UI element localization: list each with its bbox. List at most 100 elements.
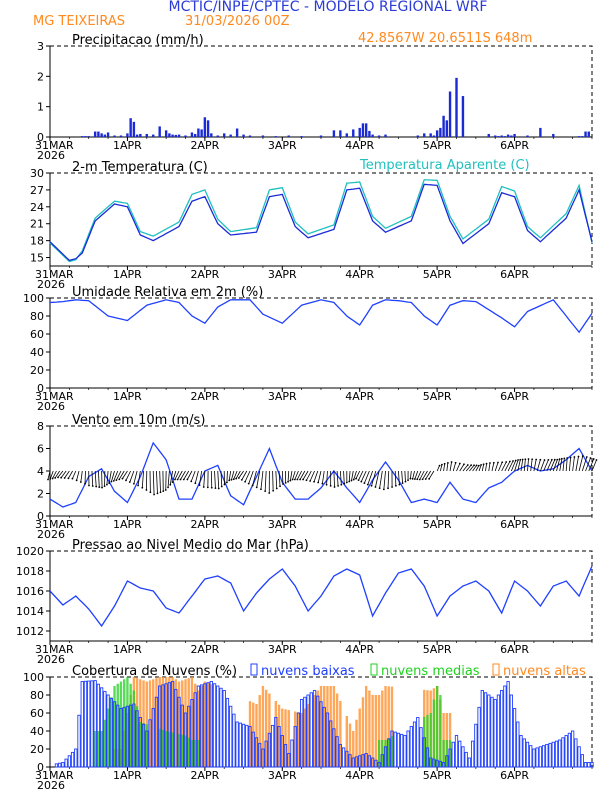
- wind-vector: [272, 470, 274, 491]
- wind-vector: [80, 470, 83, 483]
- cloud-low-bar: [306, 694, 310, 768]
- cloud-low-bar: [225, 697, 230, 768]
- wind-vector: [575, 456, 579, 472]
- cloud-high-bar: [384, 686, 387, 767]
- cloud-y-tick-label: 0: [37, 761, 44, 774]
- wind-vector-head: [387, 487, 389, 490]
- cloud-high-bar: [339, 701, 342, 767]
- cloud-high-bar: [203, 681, 207, 767]
- wind-vector-head: [508, 460, 511, 463]
- cloud-high-bar: [371, 695, 374, 767]
- cloud-low-bar: [254, 737, 259, 768]
- precip-year-label: 2026: [37, 149, 65, 162]
- cloud-high-bar: [293, 711, 297, 767]
- wind-vector: [256, 470, 261, 488]
- wind-vector-head: [108, 482, 111, 484]
- temp-y-tick-label: 15: [30, 252, 44, 265]
- wind-vector: [475, 465, 480, 472]
- temp-x-tick-label: 3APR: [268, 268, 297, 281]
- cloud-mid-bar: [387, 738, 390, 767]
- cloud-high-bar: [358, 708, 361, 767]
- cloud-low-bar: [287, 753, 291, 768]
- temp-frame: [49, 172, 593, 267]
- cloud-low-bar: [112, 701, 117, 768]
- precip-bar: [190, 132, 194, 137]
- precip-bar: [439, 127, 442, 137]
- cloud-low-bar: [470, 740, 475, 768]
- wind-vector: [394, 470, 397, 486]
- cloud-low-bar: [67, 755, 72, 768]
- cloud-low-bar: [293, 726, 297, 768]
- wind-vector-head: [302, 478, 304, 481]
- wind-vector-head: [149, 491, 152, 494]
- wind-vector-head: [289, 479, 292, 482]
- wind-vector-head: [217, 487, 220, 490]
- cloud-high-bar: [316, 690, 319, 767]
- mslp-y-tick-label: 1012: [16, 625, 44, 638]
- rh-x-tick-label: 4APR: [345, 390, 374, 403]
- wind-vector: [116, 470, 122, 481]
- wind-vector-head: [428, 477, 431, 480]
- cloud-high-bar: [274, 701, 278, 767]
- wind-vector-head: [159, 491, 162, 494]
- precip-bar: [248, 135, 252, 137]
- cloud-high-bar: [148, 680, 152, 767]
- wind-vector: [203, 470, 206, 488]
- wind-vector: [235, 470, 241, 479]
- precip-bar: [164, 130, 168, 137]
- cloud-low-bar: [393, 731, 397, 768]
- cloud-low-bar: [500, 690, 504, 768]
- cloud-low-bar: [564, 735, 568, 768]
- wind-vector-head: [382, 488, 385, 491]
- cloud-low-bar: [396, 732, 401, 768]
- precip-title: Precipitacao (mm/h): [72, 33, 204, 48]
- precip-bar: [487, 133, 490, 137]
- precip-bar: [203, 117, 207, 137]
- precip-bar: [174, 134, 178, 137]
- wind-vector-head: [317, 481, 320, 484]
- wind-vector-head: [115, 479, 118, 481]
- cloud-legend-label: nuvens medias: [381, 664, 480, 679]
- cloud-low-bar: [132, 703, 136, 768]
- cloud-low-bar: [548, 742, 552, 768]
- cloud-high-bar: [303, 708, 307, 767]
- wind-vector-head: [282, 483, 284, 485]
- precip-x-tick-label: 6APR: [500, 139, 529, 152]
- cloud-high-bar: [184, 679, 187, 767]
- wind-vector-head: [118, 478, 121, 481]
- cloud-high-bar: [248, 701, 252, 767]
- wind-vector-head: [553, 458, 556, 461]
- cloud-low-bar: [509, 694, 513, 768]
- wind-vector-head: [443, 462, 446, 465]
- precip-bar: [500, 135, 503, 137]
- wind-vector-head: [424, 478, 427, 480]
- wind-vector-head: [88, 484, 90, 487]
- rh-x-tick-label: 5APR: [423, 390, 452, 403]
- precip-bar: [384, 134, 387, 137]
- wind-x-tick-label: 2APR: [190, 518, 219, 531]
- cloud-high-bar: [200, 686, 203, 767]
- cloud-low-bar: [387, 738, 391, 768]
- cloud-high-bar: [287, 710, 290, 767]
- wind-vector: [217, 470, 220, 489]
- wind-vector: [465, 464, 472, 472]
- cloud-low-bar: [258, 742, 262, 768]
- cloud-mid-bar: [106, 708, 110, 767]
- cloud-low-bar: [338, 744, 343, 768]
- wind-vector-head: [167, 486, 169, 489]
- wind-vector-head: [325, 483, 328, 486]
- cloud-mid-bar: [145, 724, 148, 767]
- cloud-high-bar: [268, 693, 271, 767]
- cloud-low-bar: [358, 755, 362, 768]
- wind-vector-head: [275, 487, 278, 490]
- precip-bar: [332, 130, 336, 137]
- wind-vector: [572, 456, 575, 472]
- wind-vector: [220, 470, 223, 487]
- cloud-high-bar: [210, 684, 213, 767]
- precip-bar: [145, 133, 148, 137]
- wind-vector-head: [202, 486, 205, 488]
- wind-vector-head: [132, 482, 135, 485]
- wind-vector-head: [348, 480, 351, 483]
- wind-vector-head: [401, 482, 404, 484]
- wind-vector-head: [141, 486, 144, 489]
